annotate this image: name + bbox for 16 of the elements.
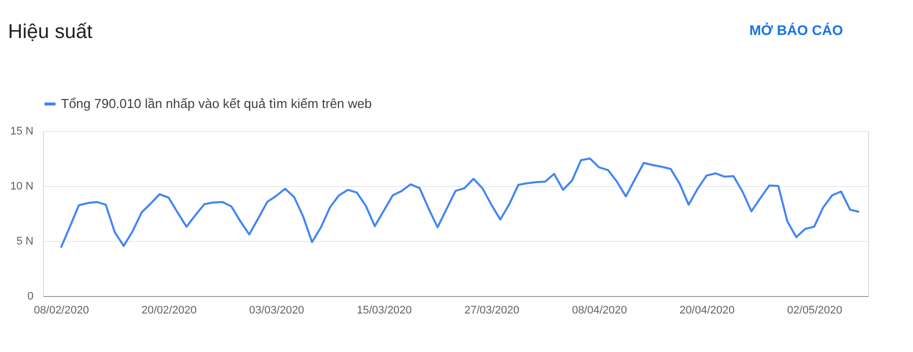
- text: MỞ BÁO CÁO: [749, 22, 844, 38]
- y-tick-label: 15 N: [10, 126, 34, 138]
- x-tick-label: 15/03/2020: [356, 304, 412, 316]
- x-tick-label: 20/04/2020: [680, 304, 735, 316]
- y-tick-label: 5 N: [16, 236, 34, 248]
- y-tick-label: 0: [27, 290, 34, 302]
- x-tick-label: 08/04/2020: [572, 304, 628, 316]
- chart-title: Hiệu suất: [8, 21, 93, 43]
- x-tick-label: 20/02/2020: [142, 304, 197, 316]
- x-tick-label: 02/05/2020: [787, 304, 842, 316]
- x-tick-label: 03/03/2020: [249, 304, 304, 316]
- legend-label: Tổng 790.010 lần nhấp vào kết quả tìm kiếm trên web: [61, 96, 372, 111]
- y-tick-label: 10 N: [10, 180, 34, 192]
- x-tick-label: 08/02/2020: [34, 304, 89, 316]
- line-series: [60, 158, 860, 249]
- x-tick-label: 27/03/2020: [464, 304, 520, 316]
